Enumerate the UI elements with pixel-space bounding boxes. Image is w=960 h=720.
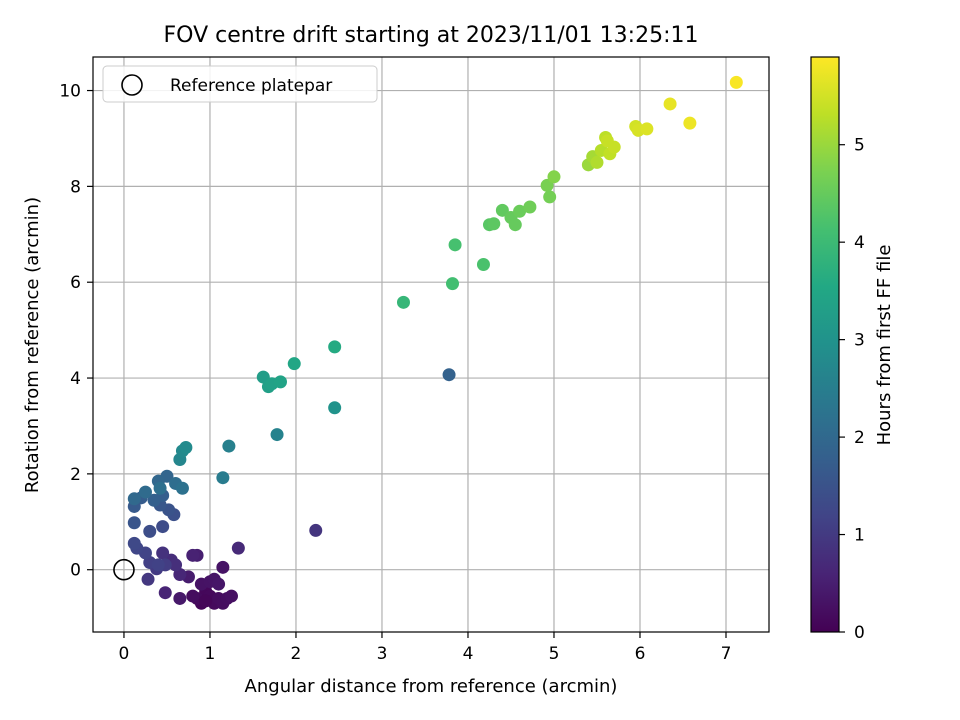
- data-point: [153, 481, 167, 495]
- data-point: [141, 572, 155, 586]
- x-tick-label: 7: [721, 644, 732, 664]
- x-tick-label: 1: [205, 644, 216, 664]
- data-point: [683, 116, 697, 130]
- data-point: [231, 541, 245, 555]
- reference-platepar-marker: [113, 558, 135, 581]
- colorbar-gradient: [810, 56, 840, 633]
- y-axis-ticks: 0 2 4 6 8 10: [59, 82, 93, 581]
- data-point: [143, 524, 157, 538]
- x-tick-label: 2: [291, 644, 302, 664]
- legend-entry-reference: Reference platepar: [170, 76, 332, 96]
- grid: [93, 57, 769, 632]
- data-points: [127, 75, 743, 610]
- data-point: [169, 558, 183, 572]
- data-point: [127, 516, 141, 530]
- x-tick-label: 0: [119, 644, 130, 664]
- chart-title: FOV centre drift starting at 2023/11/01 …: [164, 23, 699, 48]
- data-point: [199, 594, 213, 608]
- plot-frame: [92, 56, 770, 633]
- data-point: [590, 155, 604, 169]
- data-point: [729, 75, 743, 89]
- data-point: [156, 520, 170, 534]
- data-point: [173, 591, 187, 605]
- data-point: [640, 122, 654, 136]
- data-point: [442, 368, 456, 382]
- x-tick-label: 4: [463, 644, 474, 664]
- data-point: [547, 170, 561, 184]
- data-point: [273, 375, 287, 389]
- y-tick-label: 8: [70, 177, 81, 197]
- data-point: [476, 257, 490, 271]
- x-tick-label: 3: [377, 644, 388, 664]
- data-point: [446, 277, 460, 291]
- x-tick-label: 5: [549, 644, 560, 664]
- colorbar-tick-label: 3: [854, 331, 865, 351]
- colorbar-tick-label: 4: [854, 233, 865, 253]
- x-axis-label: Angular distance from reference (arcmin): [245, 676, 618, 697]
- data-point: [508, 218, 522, 232]
- data-point: [328, 401, 342, 415]
- data-point: [448, 238, 462, 252]
- legend: Reference platepar: [102, 65, 378, 103]
- colorbar-tick-label: 5: [854, 136, 865, 156]
- data-point: [543, 190, 557, 204]
- data-point: [158, 586, 172, 600]
- data-point: [663, 97, 677, 111]
- data-point: [175, 481, 189, 495]
- data-point: [186, 548, 200, 562]
- data-point: [179, 441, 193, 455]
- data-point: [127, 536, 141, 550]
- data-point: [487, 217, 501, 231]
- legend-marker-icon: [121, 74, 143, 96]
- colorbar-tick-label: 1: [854, 526, 865, 546]
- data-point: [328, 340, 342, 354]
- y-tick-label: 6: [70, 273, 81, 293]
- data-point: [156, 546, 170, 560]
- y-tick-label: 2: [70, 465, 81, 485]
- data-point: [600, 134, 614, 148]
- y-tick-label: 4: [70, 369, 81, 389]
- data-point: [396, 295, 410, 309]
- data-point: [224, 589, 238, 603]
- y-tick-label: 10: [59, 82, 81, 102]
- data-point: [495, 203, 509, 217]
- colorbar-ticks: 0 1 2 3 4 5: [839, 136, 865, 643]
- data-point: [523, 200, 537, 214]
- data-point: [222, 439, 236, 453]
- colorbar-tick-label: 0: [854, 623, 865, 643]
- legend-box: [102, 65, 378, 103]
- data-point: [151, 558, 165, 572]
- data-point: [212, 577, 226, 591]
- y-axis-label: Rotation from reference (arcmin): [22, 197, 43, 493]
- x-axis-ticks: 0 1 2 3 4 5 6 7: [119, 632, 732, 664]
- colorbar: 0 1 2 3 4 5 Hours from first FF file: [810, 56, 895, 643]
- data-point: [186, 589, 200, 603]
- data-point: [127, 492, 141, 506]
- data-point: [513, 204, 527, 218]
- data-point: [138, 485, 152, 499]
- data-point: [309, 523, 323, 537]
- colorbar-tick-label: 2: [854, 428, 865, 448]
- data-point: [147, 493, 161, 507]
- data-point: [270, 428, 284, 442]
- data-point: [287, 357, 301, 371]
- data-point: [216, 560, 230, 574]
- data-point: [216, 471, 230, 485]
- y-tick-label: 0: [70, 561, 81, 581]
- colorbar-label: Hours from first FF file: [874, 245, 895, 446]
- x-tick-label: 6: [635, 644, 646, 664]
